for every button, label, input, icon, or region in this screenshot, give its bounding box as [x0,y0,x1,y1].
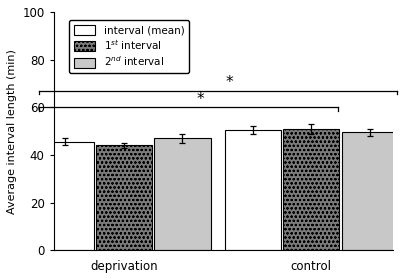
Y-axis label: Average interval length (min): Average interval length (min) [7,49,17,214]
Bar [342,132,398,250]
Text: *: * [226,75,233,90]
Bar [154,138,210,250]
Bar [37,142,94,250]
Bar [96,145,152,250]
Legend: interval (mean), $1^{st}$ interval, $2^{nd}$ interval: interval (mean), $1^{st}$ interval, $2^{… [69,20,190,73]
Bar [224,130,281,250]
Text: *: * [196,92,204,107]
Bar [283,129,339,250]
